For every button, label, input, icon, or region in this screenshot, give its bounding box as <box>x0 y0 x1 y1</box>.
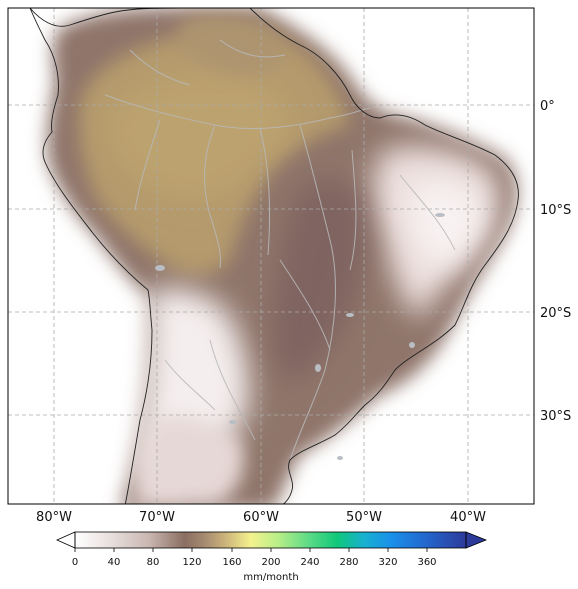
lon-label-2: 60°W <box>243 510 279 525</box>
lon-label-0: 80°W <box>36 510 72 525</box>
field-chaco-light <box>135 416 244 504</box>
field-amazon-core <box>107 70 290 200</box>
lat-label-2: 20°S <box>540 306 571 321</box>
colorbar-outline <box>74 531 467 549</box>
lat-label-1: 10°S <box>540 203 571 218</box>
field-northeast-white <box>410 181 485 270</box>
colorbar-tick-1: 40 <box>108 557 121 568</box>
colorbar-tick-7: 280 <box>339 557 358 568</box>
colorbar-bar <box>75 532 466 548</box>
rivers <box>104 39 456 461</box>
lat-label-3: 30°S <box>540 409 571 424</box>
field-central-band <box>273 179 366 385</box>
precipitation-field <box>47 8 517 504</box>
colorbar-tick-8: 320 <box>378 557 397 568</box>
colorbar-unit-label: mm/month <box>243 572 298 583</box>
colorbar-extend-max <box>465 531 488 549</box>
lon-label-1: 70°W <box>139 510 175 525</box>
colorbar-tick-4: 160 <box>222 557 241 568</box>
lon-label-3: 50°W <box>346 510 382 525</box>
colorbar-tick-2: 80 <box>147 557 160 568</box>
lat-label-0: 0° <box>540 99 555 114</box>
map-frame <box>7 7 535 505</box>
colorbar-extend-min <box>56 531 76 549</box>
lon-label-4: 40°W <box>450 510 486 525</box>
colorbar-tick-3: 120 <box>182 557 201 568</box>
longitude-labels: 80°W 70°W 60°W 50°W 40°W <box>36 510 486 525</box>
colorbar-tick-0: 0 <box>72 557 78 568</box>
gridlines <box>8 8 534 504</box>
colorbar-ticks <box>74 548 428 552</box>
field-north-tan <box>180 15 284 76</box>
colorbar-tick-9: 360 <box>417 557 436 568</box>
map-content <box>8 8 534 504</box>
colorbar: 0 40 80 120 160 200 240 280 320 360 mm/m… <box>56 531 488 583</box>
colorbar-tick-5: 200 <box>261 557 280 568</box>
lakes <box>155 213 445 460</box>
latitude-labels: 0° 10°S 20°S 30°S <box>540 99 571 424</box>
colorbar-tick-6: 240 <box>300 557 319 568</box>
